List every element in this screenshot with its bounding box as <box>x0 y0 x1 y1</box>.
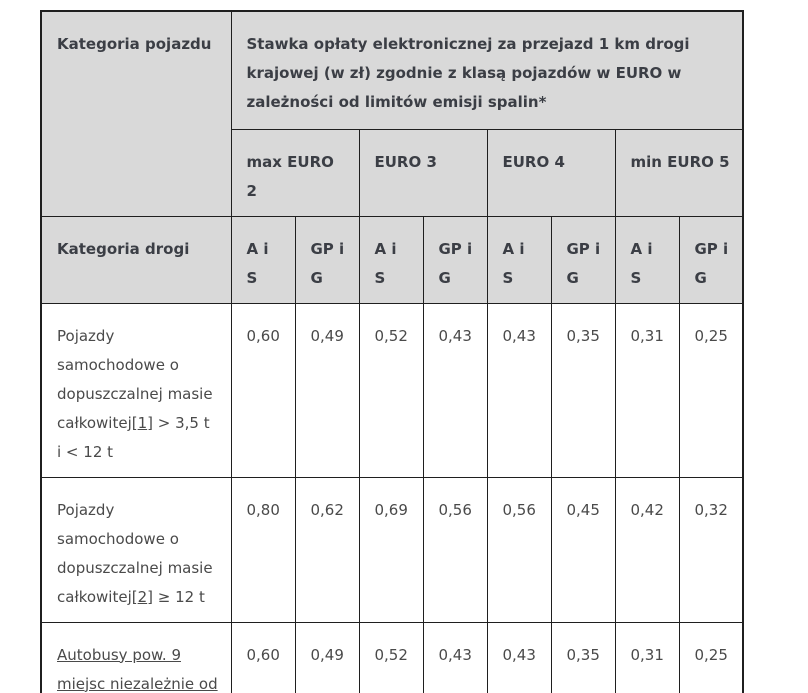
rate-cell: 0,60 <box>230 621 296 693</box>
rate-cell: 0,56 <box>422 476 488 623</box>
road-type-header: A i S <box>230 215 296 304</box>
road-category-header: Kategoria drogi <box>40 215 232 304</box>
vehicle-label-text: Pojazdy samochodowe o dopuszczalnej masi… <box>57 326 213 432</box>
rate-cell: 0,32 <box>678 476 744 623</box>
road-type-header: GP i G <box>294 215 360 304</box>
footnote-1-link[interactable]: 1 <box>137 413 148 432</box>
rate-cell: 0,49 <box>294 302 360 478</box>
table-row: Autobusy pow. 9 miejsc niezależnie od do… <box>40 621 744 693</box>
road-type-header: GP i G <box>678 215 744 304</box>
rate-cell: 0,62 <box>294 476 360 623</box>
rate-cell: 0,35 <box>550 621 616 693</box>
main-rate-header: Stawka opłaty elektronicznej za przejazd… <box>230 10 744 130</box>
rate-cell: 0,52 <box>358 621 424 693</box>
vehicle-label-text: Pojazdy samochodowe o dopuszczalnej masi… <box>57 500 213 606</box>
road-type-header: GP i G <box>550 215 616 304</box>
vehicle-label-text: ] ≥ 12 t <box>147 587 205 606</box>
rate-cell: 0,25 <box>678 302 744 478</box>
euro-class-header-euro-4: EURO 4 <box>486 128 616 217</box>
rate-cell: 0,43 <box>486 621 552 693</box>
rate-cell: 0,60 <box>230 302 296 478</box>
euro-class-header-euro-3: EURO 3 <box>358 128 488 217</box>
footnote-2-link[interactable]: 2 <box>137 587 148 606</box>
table-row: Pojazdy samochodowe o dopuszczalnej masi… <box>40 476 744 623</box>
rate-cell: 0,31 <box>614 621 680 693</box>
rate-cell: 0,43 <box>422 302 488 478</box>
autobusy-link[interactable]: Autobusy pow. 9 miejsc niezależnie od do… <box>57 645 218 693</box>
rate-cell: 0,56 <box>486 476 552 623</box>
vehicle-label-text: ] > 3,5 t i < 12 t <box>57 413 210 461</box>
rate-cell: 0,42 <box>614 476 680 623</box>
road-type-header: GP i G <box>422 215 488 304</box>
rate-cell: 0,80 <box>230 476 296 623</box>
vehicle-category-label: Autobusy pow. 9 miejsc niezależnie od do… <box>40 621 232 693</box>
rate-cell: 0,69 <box>358 476 424 623</box>
road-type-header: A i S <box>614 215 680 304</box>
rate-cell: 0,25 <box>678 621 744 693</box>
vehicle-category-label: Pojazdy samochodowe o dopuszczalnej masi… <box>40 302 232 478</box>
rate-cell: 0,35 <box>550 302 616 478</box>
road-type-header: A i S <box>358 215 424 304</box>
vehicle-category-header: Kategoria pojazdu <box>40 10 232 217</box>
rate-cell: 0,49 <box>294 621 360 693</box>
rate-cell: 0,31 <box>614 302 680 478</box>
rate-cell: 0,52 <box>358 302 424 478</box>
euro-class-header-min-euro-5: min EURO 5 <box>614 128 744 217</box>
table-row: Pojazdy samochodowe o dopuszczalnej masi… <box>40 302 744 478</box>
rate-cell: 0,43 <box>422 621 488 693</box>
vehicle-category-label: Pojazdy samochodowe o dopuszczalnej masi… <box>40 476 232 623</box>
toll-rates-table: Kategoria pojazdu Stawka opłaty elektron… <box>40 10 745 693</box>
euro-class-header-max-euro-2: max EURO 2 <box>230 128 360 217</box>
rate-cell: 0,43 <box>486 302 552 478</box>
rate-cell: 0,45 <box>550 476 616 623</box>
road-type-header: A i S <box>486 215 552 304</box>
